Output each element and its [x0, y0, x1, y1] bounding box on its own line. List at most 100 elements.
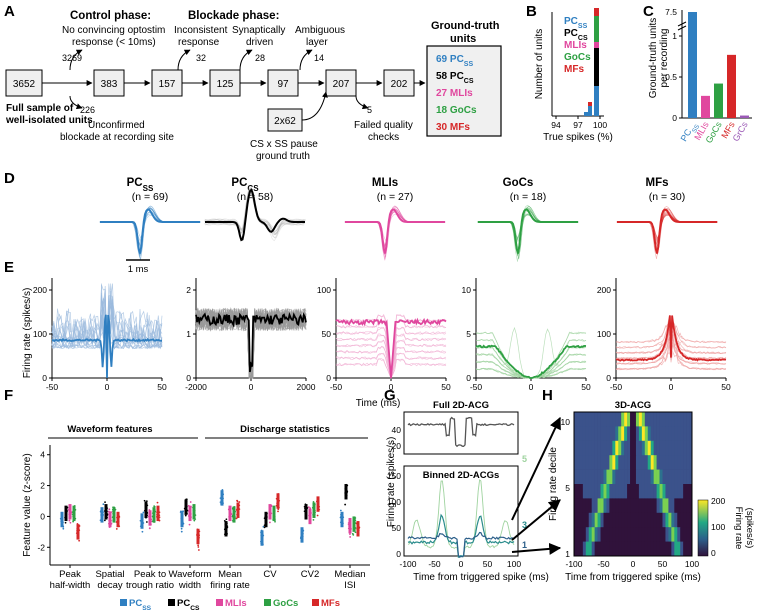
h-cell	[576, 512, 581, 528]
h-cell	[627, 412, 631, 427]
h-cell	[638, 469, 643, 485]
h-cell	[650, 512, 654, 528]
panel-f: -2 0 2 4 Feature value (z-score) Waveform fea…	[22, 424, 370, 612]
h-cell	[680, 498, 684, 514]
h-cell	[582, 440, 587, 456]
f-point	[78, 539, 81, 542]
h-cell	[647, 527, 651, 542]
h-cell	[630, 440, 634, 456]
h-cell	[600, 469, 604, 485]
flow-arrow-merge	[301, 91, 328, 121]
csss-1: CS x SS pause	[250, 139, 318, 150]
h-cell	[615, 440, 619, 456]
h-cell	[621, 469, 625, 485]
h-cell	[653, 498, 657, 514]
g-ytick-label: 50	[392, 523, 402, 533]
h-cell	[597, 541, 601, 557]
e-ylabel: Firing rate (spikes/s)	[22, 288, 33, 379]
g-decile-1: 1	[522, 540, 527, 550]
h-cell	[609, 440, 613, 456]
f-box	[108, 511, 112, 528]
h-cell	[627, 512, 631, 528]
h-cell	[630, 455, 634, 470]
g-ytick-label: 0	[396, 549, 401, 559]
h-cell	[591, 440, 595, 456]
f-point	[141, 530, 144, 533]
f-point	[339, 509, 342, 512]
g-ytick-label: 40	[392, 425, 402, 435]
f-box	[68, 504, 72, 520]
h-ytick-label: 1	[565, 549, 570, 559]
h-cell	[576, 484, 581, 499]
f-legend-swatch-0	[120, 599, 127, 606]
c-bar-PCss	[688, 12, 697, 118]
h-cell	[686, 469, 690, 485]
h-cell	[644, 541, 649, 557]
h-cell	[635, 455, 640, 470]
h-xlabel: Time from triggered spike (ms)	[565, 572, 701, 583]
f-box	[112, 507, 116, 523]
h-cell	[618, 498, 622, 514]
d-trace-faint	[344, 211, 445, 248]
count-synaptic: 28	[255, 53, 265, 63]
h-cell	[582, 412, 587, 427]
h-cell	[574, 498, 578, 514]
f-point	[307, 506, 310, 509]
f-box	[224, 521, 228, 537]
f-box	[352, 516, 356, 532]
h-cell	[621, 498, 625, 514]
h-cell	[680, 455, 684, 470]
f-point	[189, 501, 192, 503]
h-cell	[627, 440, 631, 456]
d-trace-faint	[100, 207, 201, 256]
h-cell	[677, 541, 681, 557]
h-cell	[621, 440, 625, 456]
g-ytick-label: 20	[392, 441, 402, 451]
f-legend-label-4: MFs	[321, 598, 340, 609]
h-cell	[644, 527, 649, 542]
h-cell	[686, 426, 690, 442]
g-decile-5: 5	[522, 454, 527, 464]
f-point	[312, 518, 315, 521]
h-cell	[627, 484, 631, 499]
h-cell	[621, 426, 625, 442]
h-ytick-label: 10	[561, 417, 571, 427]
c-axis-break	[677, 21, 687, 27]
h-cell	[621, 527, 625, 542]
h-cell	[647, 469, 651, 485]
f-feature-label-2: Peak to	[134, 569, 166, 580]
f-box	[236, 502, 240, 518]
e-xtick-label: 0	[529, 382, 534, 392]
h-cell	[621, 455, 625, 470]
inconsistent-2: response	[178, 37, 220, 48]
h-cell	[603, 455, 607, 470]
h-cell	[574, 541, 578, 557]
d-trace-faint	[344, 211, 445, 247]
e-xlabel: Time (ms)	[356, 398, 401, 409]
h-cell	[615, 412, 619, 427]
b-bar-stack-0	[594, 86, 599, 116]
h-cell	[638, 541, 643, 557]
e-ytick-label: 0	[606, 373, 611, 383]
h-cell	[615, 455, 619, 470]
h-cell	[668, 426, 672, 442]
c-ylabel-1: Ground-truth units	[648, 18, 659, 99]
h-cell	[677, 455, 681, 470]
h-cell	[579, 541, 584, 557]
h-cell	[612, 527, 616, 542]
d-trace-faint	[344, 207, 445, 255]
f-box	[264, 511, 268, 528]
h-cell	[686, 440, 690, 456]
h-cell	[594, 440, 598, 456]
f-ytick-label: 4	[40, 450, 45, 460]
h-cell	[644, 498, 649, 514]
flow-box-3652	[5, 69, 43, 97]
h-cell	[644, 412, 649, 427]
d-group-n-0: (n = 69)	[132, 191, 168, 203]
f-point	[309, 507, 312, 510]
synaptic-1: Synaptically	[232, 25, 285, 36]
h-cell	[588, 498, 592, 514]
b-bar-stack-4	[594, 8, 599, 16]
g-xlabel: Time from triggered spike (ms)	[413, 572, 549, 583]
d-trace-faint	[344, 208, 445, 253]
